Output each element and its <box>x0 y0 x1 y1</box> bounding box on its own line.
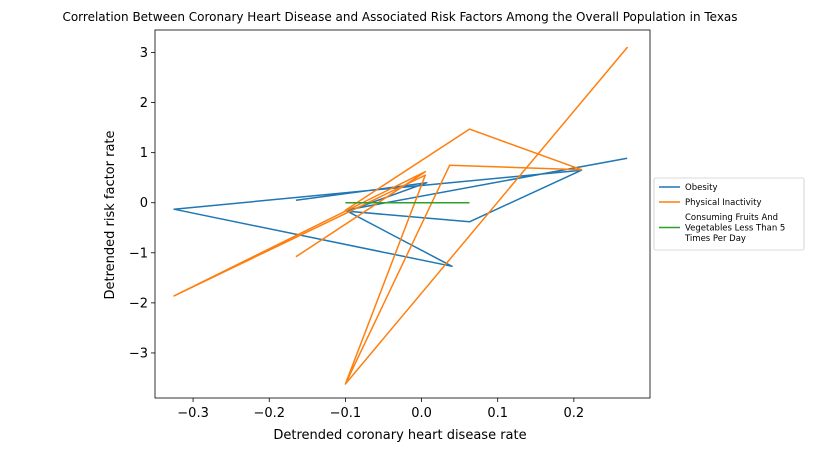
y-tick-label: −3 <box>129 346 148 361</box>
x-axis-label: Detrended coronary heart disease rate <box>273 428 526 443</box>
series-line-1 <box>173 46 628 385</box>
x-tick-label: 0.0 <box>411 406 432 421</box>
plot-lines <box>173 46 628 385</box>
y-tick-label: −1 <box>129 246 148 261</box>
legend-label-1: Physical Inactivity <box>685 198 762 208</box>
x-tick-label: 0.2 <box>564 406 585 421</box>
y-tick-label: 3 <box>140 46 148 61</box>
x-axis: −0.3 −0.2 −0.1 0.0 0.1 0.2 <box>177 398 584 421</box>
legend-label-0: Obesity <box>685 183 717 193</box>
y-axis: −3 −2 −1 0 1 2 3 <box>129 46 155 361</box>
x-tick-label: −0.3 <box>177 406 209 421</box>
y-tick-label: 0 <box>140 196 148 211</box>
chart-title: Correlation Between Coronary Heart Disea… <box>62 10 737 24</box>
legend: Obesity Physical Inactivity Consuming Frui… <box>653 177 805 251</box>
y-axis-label: Detrended risk factor rate <box>103 130 118 299</box>
legend-frame <box>653 177 805 251</box>
y-tick-label: 2 <box>140 96 148 111</box>
y-tick-label: −2 <box>129 296 148 311</box>
x-tick-label: 0.1 <box>487 406 508 421</box>
y-tick-label: 1 <box>140 146 148 161</box>
x-tick-label: −0.1 <box>330 406 362 421</box>
x-tick-label: −0.2 <box>253 406 285 421</box>
legend-label-2: Consuming Fruits And Vegetables Less Than… <box>684 213 785 244</box>
plot-frame <box>154 29 651 399</box>
